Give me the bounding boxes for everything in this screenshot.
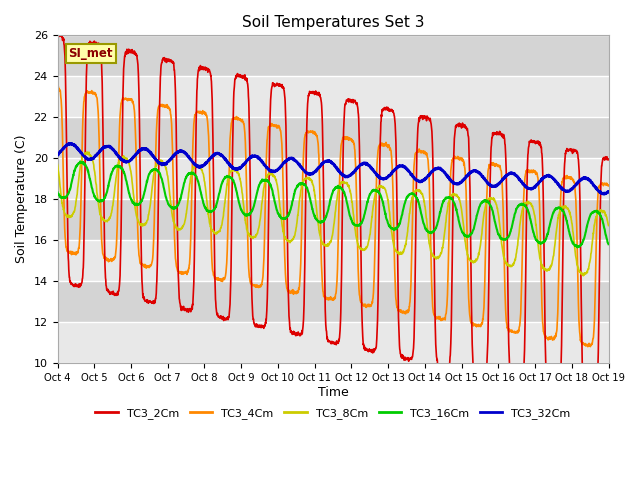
TC3_4Cm <box>493 163 501 168</box>
TC3_16Cm <box>556 205 564 211</box>
TC3_2Cm <box>605 157 612 163</box>
TC3_16Cm <box>76 158 84 164</box>
TC3_8Cm <box>84 149 92 155</box>
TC3_32Cm <box>605 189 612 194</box>
TC3_16Cm <box>572 242 579 248</box>
TC3_8Cm <box>572 250 579 255</box>
Bar <box>58 281 609 322</box>
TC3_4Cm <box>584 344 591 349</box>
Bar <box>58 240 609 281</box>
Line: TC3_8Cm: TC3_8Cm <box>58 152 609 276</box>
TC3_4Cm <box>54 85 61 91</box>
TC3_8Cm <box>605 223 612 228</box>
Bar <box>58 322 609 363</box>
TC3_4Cm <box>361 303 369 309</box>
TC3_4Cm <box>572 189 579 195</box>
Line: TC3_2Cm: TC3_2Cm <box>58 33 609 402</box>
TC3_32Cm <box>54 152 61 158</box>
TC3_2Cm <box>349 96 357 102</box>
TC3_4Cm <box>54 84 62 89</box>
TC3_16Cm <box>349 221 357 227</box>
TC3_8Cm <box>493 205 501 211</box>
TC3_4Cm <box>349 138 357 144</box>
Line: TC3_4Cm: TC3_4Cm <box>58 86 609 347</box>
X-axis label: Time: Time <box>317 385 348 398</box>
TC3_32Cm <box>556 184 564 190</box>
TC3_32Cm <box>600 191 608 197</box>
TC3_8Cm <box>54 162 61 168</box>
TC3_8Cm <box>579 273 587 279</box>
Text: SI_met: SI_met <box>68 47 113 60</box>
TC3_2Cm <box>588 399 596 405</box>
TC3_8Cm <box>349 208 357 214</box>
TC3_32Cm <box>66 141 74 146</box>
TC3_16Cm <box>605 241 612 247</box>
Y-axis label: Soil Temperature (C): Soil Temperature (C) <box>15 135 28 264</box>
TC3_8Cm <box>361 247 369 252</box>
Bar <box>58 36 609 76</box>
TC3_16Cm <box>54 190 61 195</box>
TC3_16Cm <box>361 209 369 215</box>
TC3_2Cm <box>556 383 564 388</box>
TC3_32Cm <box>572 182 579 188</box>
TC3_2Cm <box>572 148 579 154</box>
TC3_16Cm <box>207 208 215 214</box>
TC3_8Cm <box>556 208 564 214</box>
TC3_16Cm <box>493 228 501 234</box>
Bar <box>58 199 609 240</box>
Bar <box>58 158 609 199</box>
TC3_4Cm <box>207 245 215 251</box>
Line: TC3_32Cm: TC3_32Cm <box>58 144 609 194</box>
Bar <box>58 117 609 158</box>
TC3_2Cm <box>361 347 369 353</box>
TC3_4Cm <box>556 214 564 219</box>
TC3_2Cm <box>54 31 61 36</box>
TC3_2Cm <box>207 78 215 84</box>
Bar <box>58 76 609 117</box>
TC3_32Cm <box>207 155 215 161</box>
TC3_4Cm <box>605 182 612 188</box>
Legend: TC3_2Cm, TC3_4Cm, TC3_8Cm, TC3_16Cm, TC3_32Cm: TC3_2Cm, TC3_4Cm, TC3_8Cm, TC3_16Cm, TC3… <box>91 403 575 423</box>
TC3_32Cm <box>493 181 501 187</box>
TC3_2Cm <box>54 30 62 36</box>
TC3_2Cm <box>493 132 501 137</box>
TC3_32Cm <box>361 161 369 167</box>
TC3_8Cm <box>207 226 215 232</box>
Title: Soil Temperatures Set 3: Soil Temperatures Set 3 <box>242 15 424 30</box>
TC3_16Cm <box>573 245 581 251</box>
Line: TC3_16Cm: TC3_16Cm <box>58 161 609 248</box>
TC3_32Cm <box>349 170 357 176</box>
